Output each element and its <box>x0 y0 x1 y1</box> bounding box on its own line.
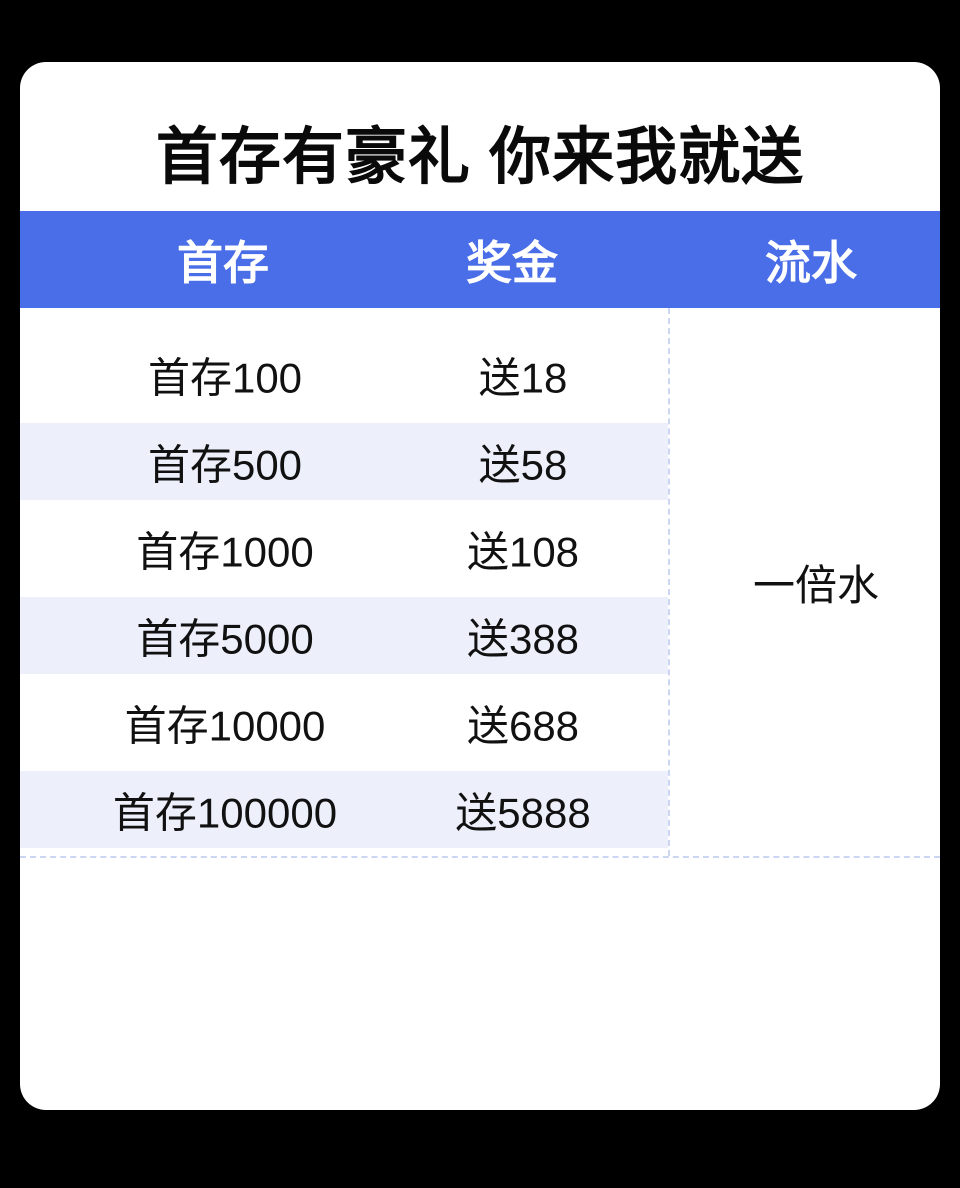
bonus-cell: 送18 <box>478 354 568 401</box>
promo-card: 首存有豪礼 你来我就送 首存 奖金 流水 首存100 送18 首存500 送58… <box>20 62 940 1110</box>
deposit-cell: 首存100 <box>147 354 303 401</box>
table-row: 首存100 送18 <box>20 331 668 418</box>
table-row: 首存10000 送688 <box>20 679 668 766</box>
bonus-cell: 送58 <box>478 441 568 488</box>
deposit-cell: 首存100000 <box>112 789 338 836</box>
header-col-turnover: 流水 <box>765 236 857 289</box>
deposit-bonus-rows: 首存100 送18 首存500 送58 首存1000 送108 首存5000 送… <box>20 308 668 856</box>
header-col-bonus: 奖金 <box>466 236 558 289</box>
bonus-cell: 送5888 <box>455 789 591 836</box>
deposit-cell: 首存5000 <box>136 615 314 662</box>
table-row: 首存5000 送388 <box>20 592 668 679</box>
bonus-cell: 送688 <box>466 702 580 749</box>
deposit-cell: 首存10000 <box>124 702 326 749</box>
deposit-cell: 首存1000 <box>136 528 314 575</box>
bonus-cell: 送388 <box>466 615 580 662</box>
table-header: 首存 奖金 流水 <box>20 211 940 308</box>
header-col-deposit: 首存 <box>177 236 269 289</box>
promo-title: 首存有豪礼 你来我就送 <box>155 123 805 192</box>
deposit-cell: 首存500 <box>147 441 303 488</box>
table-row: 首存500 送58 <box>20 418 668 505</box>
bonus-cell: 送108 <box>466 528 580 575</box>
table-body: 首存100 送18 首存500 送58 首存1000 送108 首存5000 送… <box>20 308 940 858</box>
turnover-cell: 一倍水 <box>668 308 940 856</box>
table-row: 首存100000 送5888 <box>20 766 668 853</box>
turnover-value: 一倍水 <box>752 561 879 609</box>
table-row: 首存1000 送108 <box>20 505 668 592</box>
